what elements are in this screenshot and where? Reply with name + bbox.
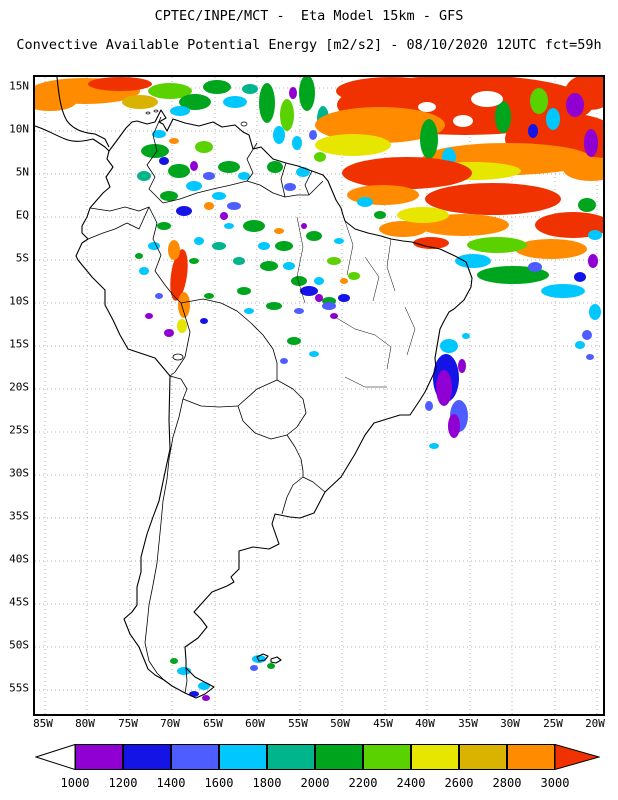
- lon-label-65w: 65W: [203, 717, 223, 730]
- lon-label-45w: 45W: [373, 717, 393, 730]
- map-canvas: [35, 77, 603, 714]
- colorbar-label-1800: 1800: [252, 776, 282, 790]
- lat-label-40s: 40S: [9, 552, 29, 566]
- colorbar-cell: [459, 744, 507, 770]
- lat-label-45s: 45S: [9, 595, 29, 609]
- colorbar-cell: [219, 744, 267, 770]
- lat-label-15n: 15N: [9, 79, 29, 93]
- lat-label-10s: 10S: [9, 294, 29, 308]
- colorbar-cell: [75, 744, 123, 770]
- colorbar-cell: [123, 744, 171, 770]
- colorbar-cell: [267, 744, 315, 770]
- colorbar-cell: [507, 744, 555, 770]
- colorbar-label-1400: 1400: [156, 776, 186, 790]
- colorbar-under-arrow: [35, 744, 76, 770]
- lat-label-30s: 30S: [9, 466, 29, 480]
- colorbar-label-2600: 2600: [444, 776, 474, 790]
- colorbar-label-1200: 1200: [108, 776, 138, 790]
- lon-label-70w: 70W: [160, 717, 180, 730]
- lon-label-40w: 40W: [415, 717, 435, 730]
- colorbar-label-2000: 2000: [300, 776, 330, 790]
- lon-label-75w: 75W: [118, 717, 138, 730]
- lat-label-35s: 35S: [9, 509, 29, 523]
- colorbar-cell: [315, 744, 363, 770]
- lon-label-55w: 55W: [288, 717, 308, 730]
- lat-label-15s: 15S: [9, 337, 29, 351]
- cape-field: [35, 77, 603, 701]
- lat-label-eq: EQ: [15, 208, 29, 222]
- lon-label-50w: 50W: [330, 717, 350, 730]
- lon-label-25w: 25W: [543, 717, 563, 730]
- colorbar-label-2800: 2800: [492, 776, 522, 790]
- lon-label-85w: 85W: [33, 717, 53, 730]
- colorbar-cells: [75, 744, 555, 770]
- colorbar-label-1600: 1600: [204, 776, 234, 790]
- title-line-2: Convective Available Potential Energy [m…: [16, 37, 602, 53]
- country-borders: [87, 116, 326, 694]
- colorbar-label-2400: 2400: [396, 776, 426, 790]
- lon-label-30w: 30W: [500, 717, 520, 730]
- lat-label-50s: 50S: [9, 638, 29, 652]
- lon-label-20w: 20W: [585, 717, 605, 730]
- lon-label-60w: 60W: [245, 717, 265, 730]
- colorbar-label-3000: 3000: [540, 776, 570, 790]
- colorbar-cell: [411, 744, 459, 770]
- lat-label-5s: 5S: [15, 251, 29, 265]
- colorbar: [35, 744, 600, 770]
- lon-label-80w: 80W: [75, 717, 95, 730]
- colorbar-cell: [363, 744, 411, 770]
- lat-label-5n: 5N: [15, 165, 29, 179]
- lon-label-35w: 35W: [458, 717, 478, 730]
- lat-label-55s: 55S: [9, 681, 29, 695]
- colorbar-over-arrow: [555, 744, 600, 770]
- map-frame: [33, 75, 605, 716]
- lat-label-20s: 20S: [9, 380, 29, 394]
- colorbar-cell: [171, 744, 219, 770]
- lat-label-10n: 10N: [9, 122, 29, 136]
- lat-label-25s: 25S: [9, 423, 29, 437]
- state-borders: [296, 214, 416, 388]
- colorbar-label-1000: 1000: [60, 776, 90, 790]
- coastline: [35, 77, 473, 699]
- title-line-1: CPTEC/INPE/MCT - Eta Model 15km - GFS: [154, 8, 464, 24]
- colorbar-label-2200: 2200: [348, 776, 378, 790]
